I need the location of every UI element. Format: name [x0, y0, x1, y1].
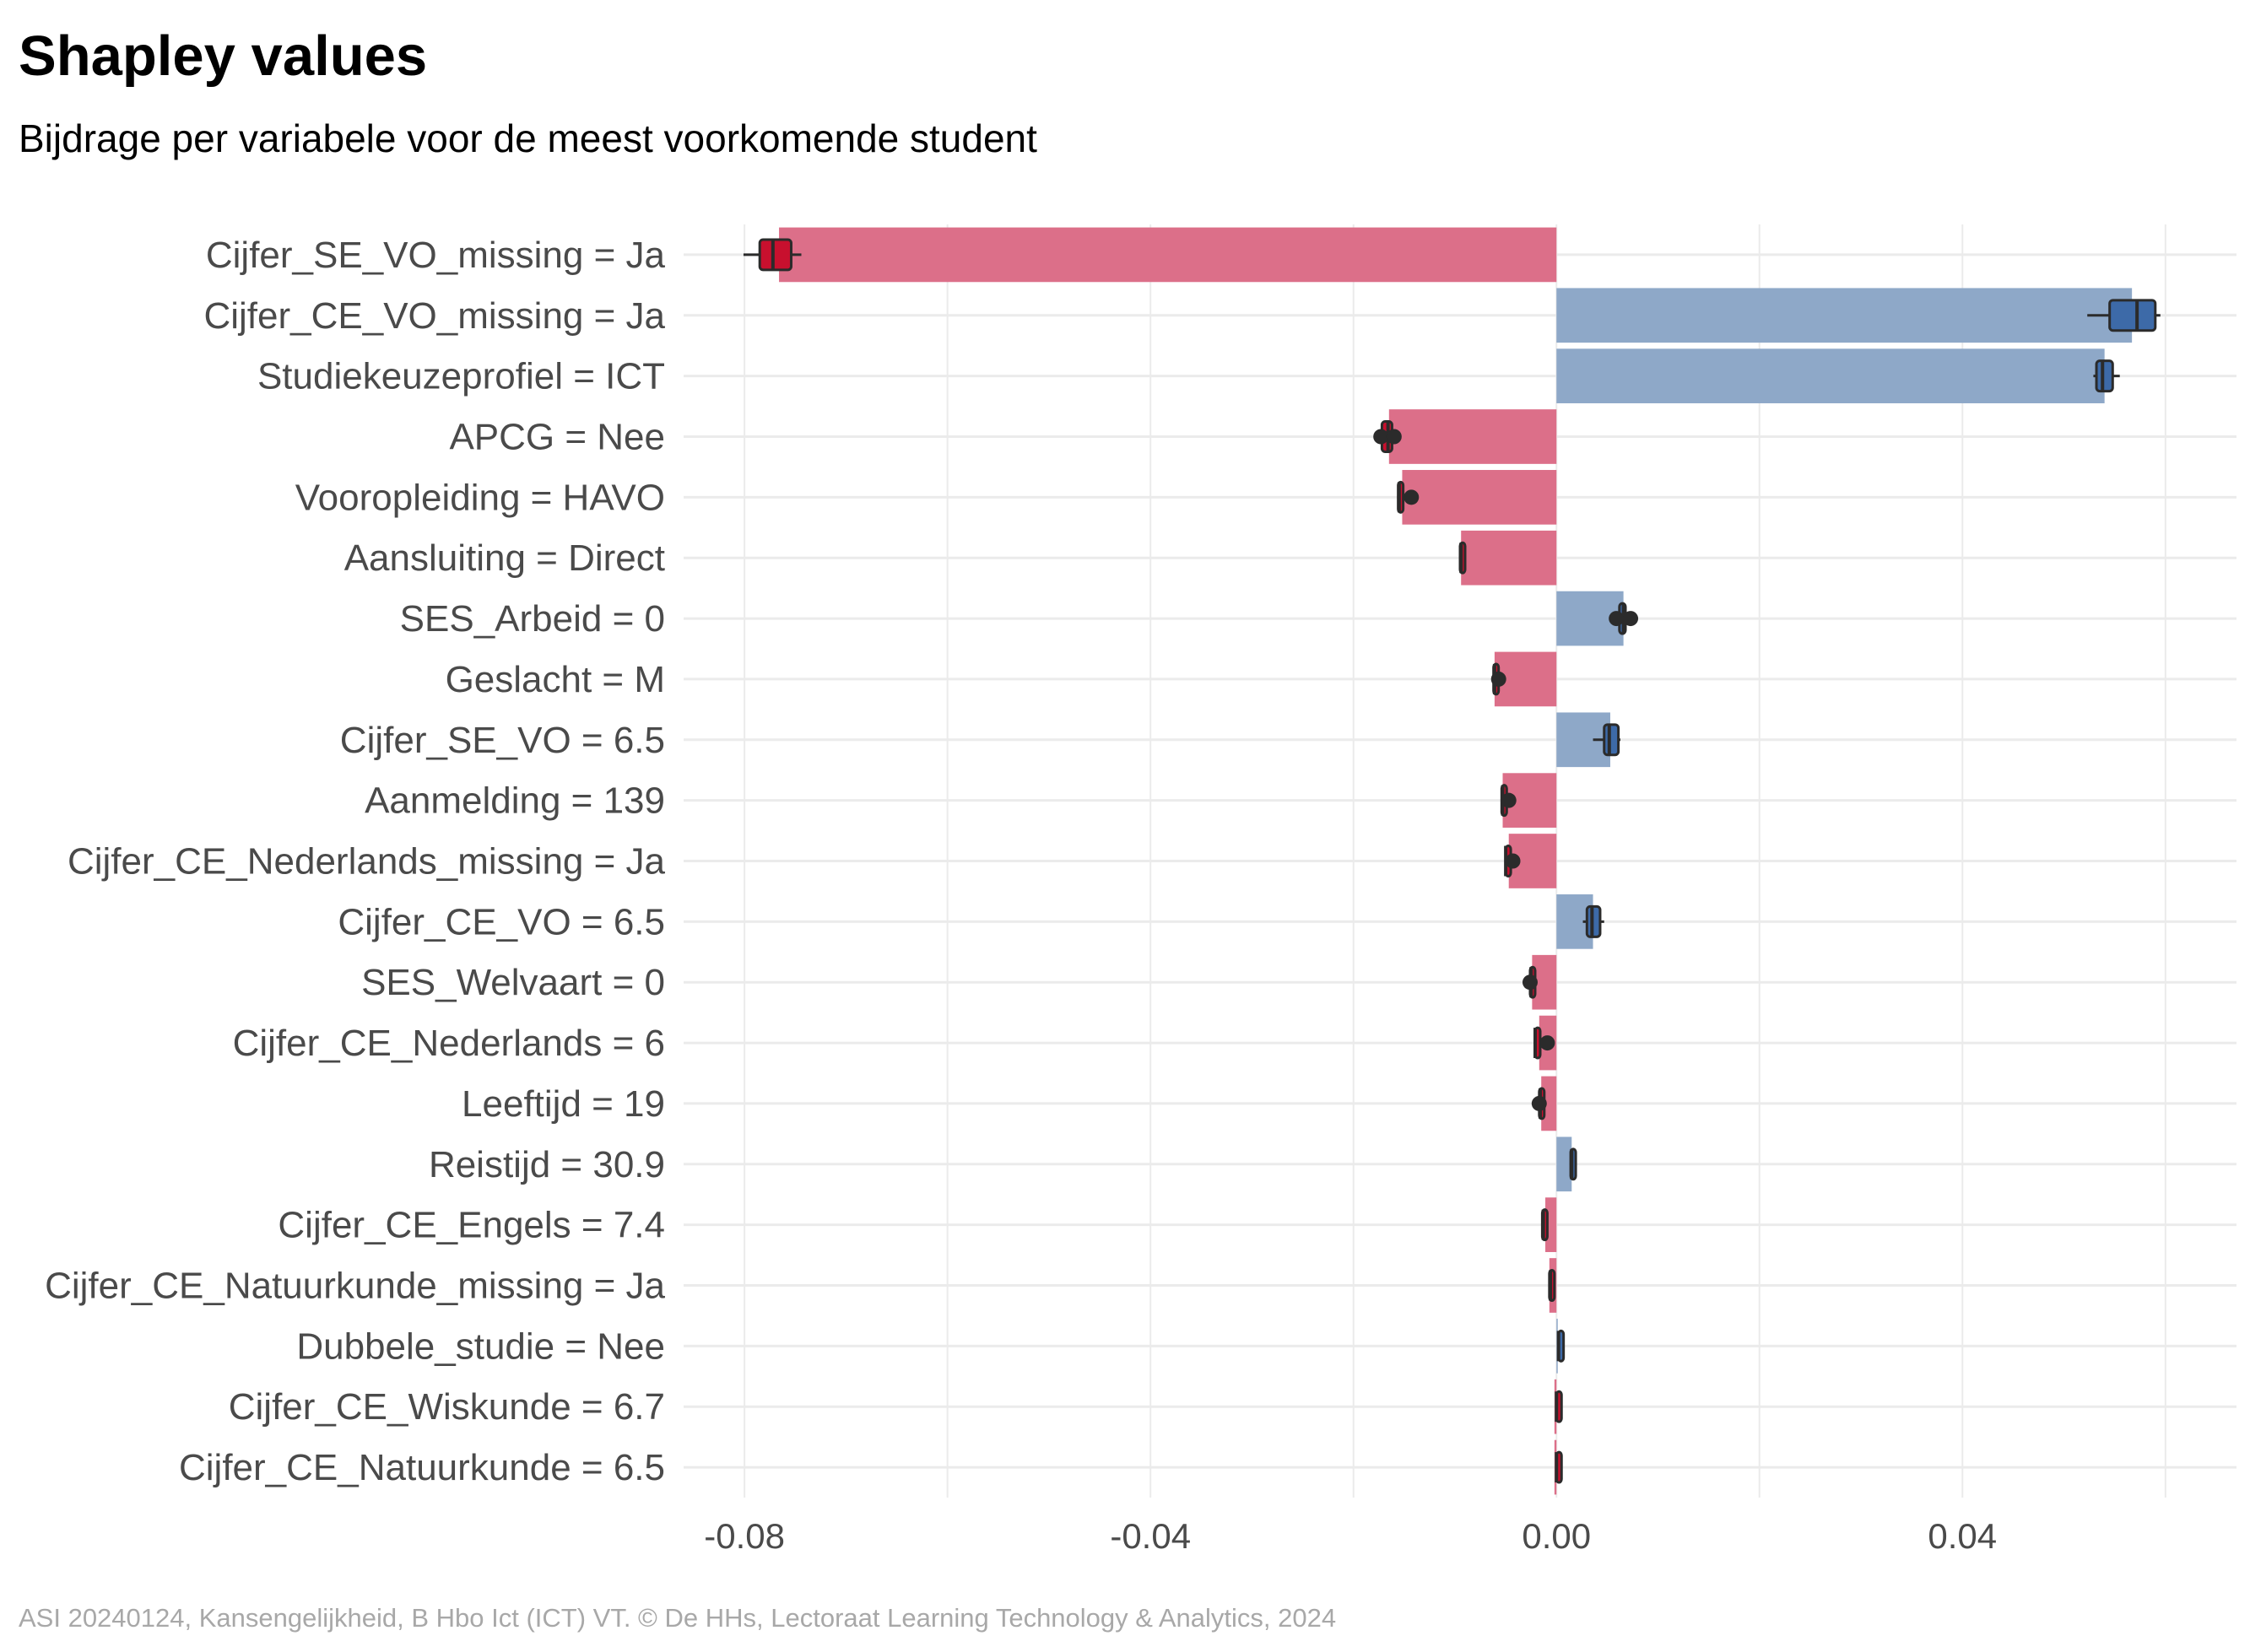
x-axis-tick-label: -0.08	[704, 1516, 785, 1556]
boxplot-outlier	[1539, 1035, 1555, 1051]
y-axis-label: Studiekeuzeprofiel = ICT	[257, 356, 665, 397]
x-axis-tick-label: 0.04	[1928, 1516, 1997, 1556]
y-axis-label: Cijfer_CE_Wiskunde = 6.7	[229, 1386, 665, 1428]
y-axis-label: Cijfer_SE_VO_missing = Ja	[206, 235, 666, 276]
y-axis-label: SES_Welvaart = 0	[361, 962, 665, 1003]
y-axis-label: Reistijd = 30.9	[429, 1144, 665, 1185]
y-axis-label: Cijfer_SE_VO = 6.5	[340, 720, 665, 761]
bar	[1402, 470, 1557, 525]
boxplot-outlier	[1386, 429, 1402, 445]
x-axis-labels: -0.08 -0.04 0.00 0.04	[704, 1516, 1997, 1556]
bar	[779, 227, 1557, 283]
bar	[1556, 348, 2105, 403]
y-axis-label: Cijfer_CE_VO_missing = Ja	[203, 295, 665, 337]
y-axis-label: Aansluiting = Direct	[344, 537, 665, 579]
y-axis-label: Cijfer_CE_Nederlands_missing = Ja	[68, 841, 666, 883]
boxplot-outlier	[1623, 611, 1639, 627]
y-axis-label: SES_Arbeid = 0	[400, 598, 665, 640]
chart-caption: ASI 20240124, Kansengelijkheid, B Hbo Ic…	[19, 1603, 1337, 1633]
y-axis-labels: Cijfer_SE_VO_missing = Ja Cijfer_CE_VO_mi…	[45, 235, 665, 1488]
bars	[779, 227, 2133, 1495]
y-axis-label: Leeftijd = 19	[462, 1083, 665, 1125]
boxplot-outlier	[1404, 489, 1420, 505]
y-axis-label: Cijfer_CE_Engels = 7.4	[278, 1205, 665, 1246]
boxplot-outlier	[1501, 792, 1517, 808]
grid-lines	[684, 224, 2236, 1498]
y-axis-label: Geslacht = M	[446, 659, 665, 700]
y-axis-label: Cijfer_CE_Natuurkunde_missing = Ja	[45, 1266, 665, 1307]
x-axis-tick-label: -0.04	[1110, 1516, 1191, 1556]
boxplot-outlier	[1609, 611, 1625, 627]
y-axis-label: Cijfer_CE_VO = 6.5	[338, 901, 665, 942]
boxplot-outlier	[1522, 974, 1538, 991]
boxplot-outlier	[1490, 671, 1506, 687]
bar	[1461, 530, 1557, 586]
y-axis-label: Vooropleiding = HAVO	[295, 477, 665, 518]
y-axis-label: Cijfer_CE_Natuurkunde = 6.5	[179, 1447, 665, 1488]
chart-subtitle: Bijdrage per variabele voor de meest voo…	[19, 116, 1037, 160]
boxplot-outlier	[1373, 429, 1389, 445]
chart-title: Shapley values	[19, 24, 428, 88]
boxplot-box	[2095, 359, 2114, 393]
y-axis-label: APCG = Nee	[449, 417, 665, 458]
y-axis-label: Dubbele_studie = Nee	[296, 1325, 665, 1367]
boxplots	[743, 238, 2161, 1484]
boxplot-outlier	[1505, 853, 1521, 869]
boxplot-outlier	[1531, 1095, 1547, 1111]
x-axis-tick-label: 0.00	[1522, 1516, 1591, 1556]
bar	[1556, 1136, 1572, 1192]
y-axis-label: Aanmelding = 139	[365, 780, 665, 822]
y-axis-label: Cijfer_CE_Nederlands = 6	[233, 1023, 665, 1064]
bar	[1388, 409, 1557, 464]
boxplot-box	[2108, 299, 2157, 332]
bar	[1556, 288, 2133, 343]
boxplot-box	[758, 238, 792, 272]
boxplot-box	[1603, 723, 1620, 757]
